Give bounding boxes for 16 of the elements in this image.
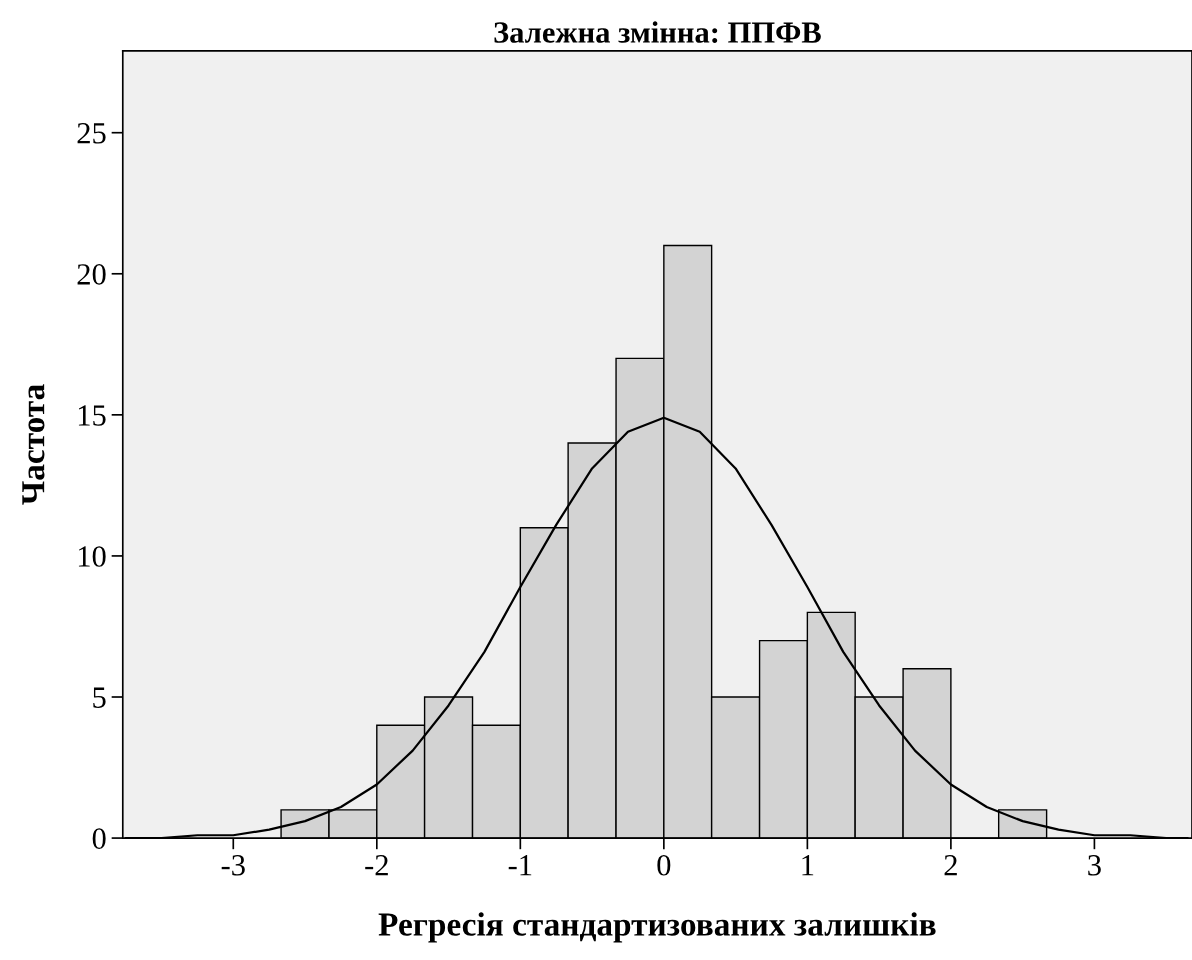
x-tick-label: 1: [802, 855, 814, 876]
y-axis-title: Частота: [22, 384, 45, 505]
x-axis-title: Регресія стандартизованих залишків: [378, 912, 936, 943]
y-tick-label: 10: [78, 546, 106, 567]
x-tick-label: -2: [365, 855, 388, 876]
x-tick-label: -3: [221, 855, 245, 876]
x-tick-label: 0: [657, 854, 671, 876]
y-tick-label: 5: [93, 687, 106, 708]
y-tick-label: 15: [78, 405, 106, 426]
x-tick-label: 3: [1088, 855, 1101, 876]
y-tick-label: 20: [77, 264, 106, 285]
y-tick-label: 25: [77, 123, 106, 144]
chart-title: Залежна змінна: ППФВ: [494, 21, 821, 43]
x-tick-label: -1: [508, 855, 532, 876]
y-tick-label: 0: [92, 828, 106, 849]
x-tick-label: 2: [944, 855, 957, 876]
